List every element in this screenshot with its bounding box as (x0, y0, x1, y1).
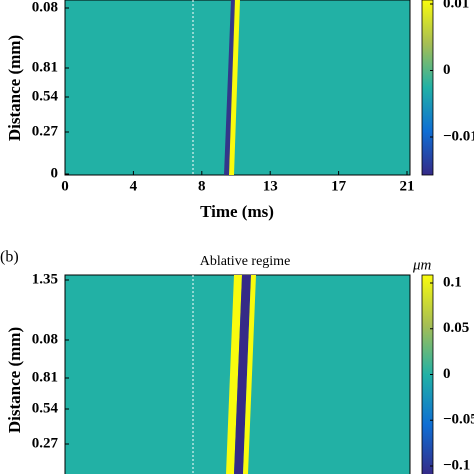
panel-label: (b) (0, 249, 19, 266)
y-tick-label: 0.27 (32, 123, 59, 139)
wave-trough (234, 275, 251, 474)
y-tick-label: 0.54 (32, 400, 59, 416)
colorbar-tick-label: 0 (443, 366, 451, 382)
colorbar-tick-label: 0.1 (443, 274, 462, 290)
y-tick-label: 0 (51, 165, 59, 181)
x-tick-label: 0 (61, 178, 69, 194)
y-axis-label: Distance (mm) (5, 35, 24, 141)
colorbar-unit: μm (412, 257, 432, 273)
y-tick-label: 0.08 (32, 331, 58, 347)
wave-crest (229, 0, 240, 175)
colorbar-tick-label: 0 (443, 62, 451, 78)
wave-crest (226, 275, 242, 474)
y-tick-label: 0.08 (32, 0, 58, 15)
y-tick-label: 0.27 (32, 435, 59, 451)
y-tick-label: 0.81 (32, 369, 58, 385)
x-tick-label: 4 (130, 178, 138, 194)
panel-title: Ablative regime (200, 254, 291, 269)
y-tick-label: 0.54 (32, 88, 59, 104)
wave-crest (243, 275, 256, 474)
x-tick-label: 8 (198, 178, 206, 194)
x-tick-label: 13 (263, 178, 278, 194)
colorbar-tick-label: 0.05 (443, 320, 469, 336)
colorbar-a (421, 0, 434, 176)
x-axis-label: Time (ms) (200, 202, 274, 221)
x-tick-label: 17 (331, 178, 347, 194)
colorbar-tick-label: −0.1 (443, 457, 470, 473)
y-tick-label: 1.35 (32, 271, 58, 287)
wave-trough (224, 0, 235, 175)
colorbar-tick-label: −0.01 (443, 128, 474, 144)
colorbar-tick-label: −0.05 (443, 412, 474, 428)
y-axis-label: Distance (mm) (5, 327, 24, 433)
colorbar-tick-label: 0.01 (443, 0, 469, 11)
x-tick-label: 21 (400, 178, 415, 194)
y-tick-label: 0.81 (32, 59, 58, 75)
